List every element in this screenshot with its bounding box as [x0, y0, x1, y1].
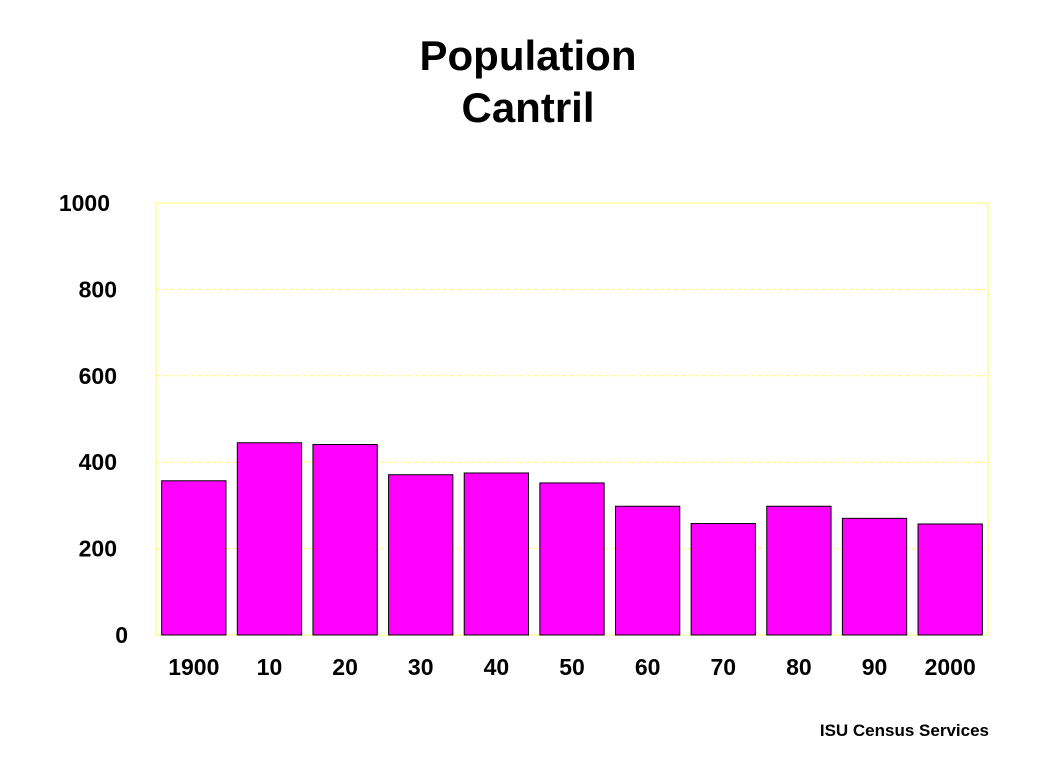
- x-axis-tick-labels: 1900 10 20 30 40 50 60 70 80 90 2000: [168, 654, 976, 680]
- bar: [539, 482, 605, 636]
- chart-title-line-1: Population: [419, 32, 637, 79]
- bar: [614, 505, 681, 636]
- bar: [917, 523, 983, 636]
- bar: [690, 523, 756, 636]
- x-tick-label: 2000: [925, 654, 976, 680]
- chart-title: Population Cantril: [0, 30, 1056, 134]
- y-tick-label: 0: [115, 622, 128, 648]
- y-tick-label: 800: [79, 276, 117, 302]
- x-tick-label: 50: [559, 654, 585, 680]
- x-tick-label: 70: [710, 654, 736, 680]
- bar: [161, 480, 227, 636]
- y-tick-label: 1000: [59, 190, 110, 216]
- y-tick-label: 600: [79, 363, 117, 389]
- bar: [463, 472, 530, 636]
- x-tick-label: 30: [408, 654, 434, 680]
- x-tick-label: 60: [635, 654, 661, 680]
- x-tick-label: 90: [862, 654, 888, 680]
- x-tick-label: 40: [484, 654, 510, 680]
- bar: [388, 474, 454, 636]
- x-tick-label: 1900: [168, 654, 219, 680]
- bar: [766, 505, 832, 636]
- bar: [312, 443, 378, 636]
- bar: [236, 442, 303, 636]
- y-tick-label: 400: [79, 449, 117, 475]
- bars: [161, 442, 983, 636]
- bar: [841, 517, 908, 636]
- x-tick-label: 80: [786, 654, 812, 680]
- source-credit: ISU Census Services: [819, 721, 989, 740]
- x-tick-label: 10: [257, 654, 283, 680]
- chart-title-line-2: Cantril: [461, 84, 595, 131]
- y-tick-label: 200: [79, 536, 117, 562]
- y-axis-tick-labels: 0 200 400 600 800 1000: [59, 190, 128, 648]
- x-tick-label: 20: [332, 654, 358, 680]
